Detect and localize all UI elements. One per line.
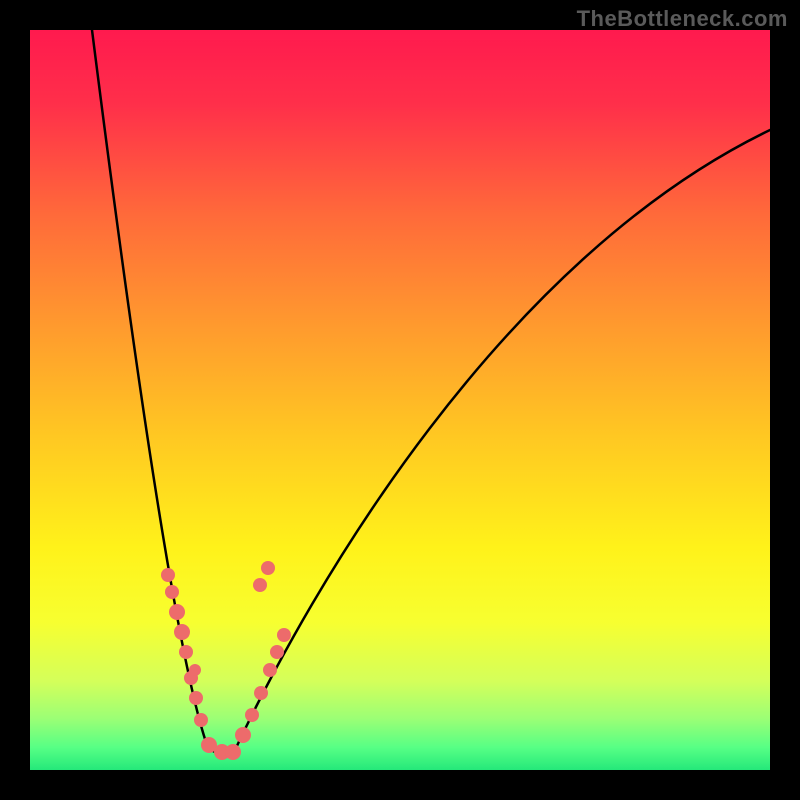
marker-point	[161, 568, 175, 582]
chart-frame: TheBottleneck.com	[0, 0, 800, 800]
marker-point	[189, 691, 203, 705]
marker-point	[270, 645, 284, 659]
marker-point	[277, 628, 291, 642]
plot-area	[30, 30, 770, 770]
plot-svg	[30, 30, 770, 770]
marker-point	[263, 663, 277, 677]
marker-point	[254, 686, 268, 700]
marker-point	[235, 727, 251, 743]
marker-point	[253, 578, 267, 592]
marker-point	[261, 561, 275, 575]
marker-point	[174, 624, 190, 640]
marker-point	[169, 604, 185, 620]
marker-point	[179, 645, 193, 659]
marker-point	[245, 708, 259, 722]
marker-point	[225, 744, 241, 760]
marker-point	[194, 713, 208, 727]
marker-point	[189, 664, 201, 676]
marker-point	[165, 585, 179, 599]
watermark-text: TheBottleneck.com	[577, 6, 788, 32]
